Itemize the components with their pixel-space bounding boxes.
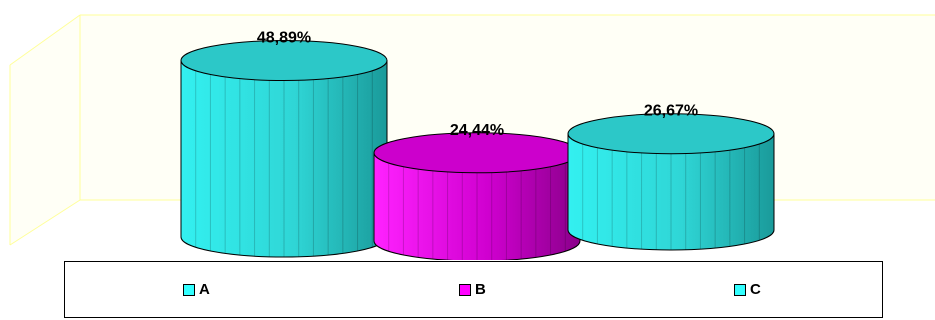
data-label-c: 26,67%: [644, 103, 698, 120]
legend-label-a: A: [199, 281, 210, 298]
legend-swatch-c: [734, 283, 746, 296]
bar-top: [567, 113, 775, 155]
bar-top: [180, 40, 388, 82]
legend-item-c: C: [734, 281, 761, 298]
chart-data-labels: 48,89% 24,44% 26,67%: [257, 30, 698, 139]
legend-label-b: B: [475, 281, 486, 298]
data-label-b: 24,44%: [450, 122, 504, 139]
legend-swatch-a: [183, 283, 195, 296]
bar-body: [373, 152, 581, 260]
data-label-a: 48,89%: [257, 30, 311, 47]
chart-wall-edge: [9, 199, 81, 246]
bar-b: [373, 132, 581, 260]
bar-a: [180, 40, 388, 258]
bar-body: [567, 133, 775, 251]
chart-canvas: 48,89% 24,44% 26,67%: [9, 14, 935, 260]
legend-swatch-b: [459, 283, 471, 296]
legend-item-b: B: [459, 281, 486, 298]
legend-item-a: A: [183, 281, 210, 298]
bar-c: [567, 113, 775, 251]
chart-bars: [180, 40, 775, 260]
chart-wall-edge: [9, 14, 81, 66]
legend-label-c: C: [750, 281, 761, 298]
legend: A B C: [64, 261, 883, 318]
